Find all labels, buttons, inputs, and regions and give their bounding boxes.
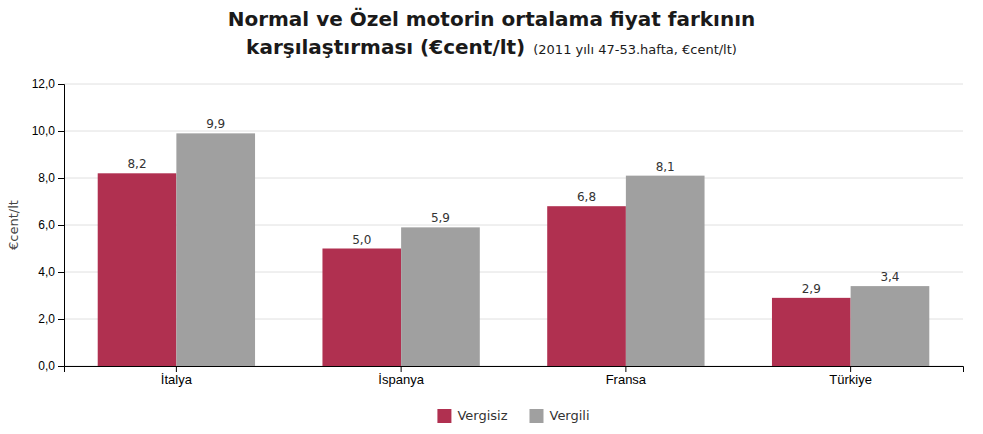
tick: Türkiye bbox=[829, 366, 872, 387]
tick-mark bbox=[401, 366, 402, 372]
data-label: 9,9 bbox=[206, 117, 225, 131]
title-group: Normal ve Özel motorin ortalama fiyat fa… bbox=[228, 7, 756, 59]
legend-label: Vergili bbox=[549, 408, 589, 423]
legend: Vergisiz Vergili bbox=[437, 408, 589, 423]
title-line: Normal ve Özel motorin ortalama fiyat fa… bbox=[228, 7, 756, 31]
tick-label: 0,0 bbox=[38, 359, 55, 373]
data-label: 8,2 bbox=[127, 157, 146, 171]
tick-mark bbox=[58, 366, 64, 367]
tick: 0,0 bbox=[38, 359, 64, 373]
tick: 12,0 bbox=[32, 77, 64, 91]
series bbox=[176, 133, 929, 366]
data-label: 2,9 bbox=[802, 282, 821, 296]
data-labels: 8,2 5,0 6,8 2,9 9,9 5,9 8,1 3,4 bbox=[127, 117, 899, 296]
bar bbox=[547, 206, 626, 366]
tick: 6,0 bbox=[38, 218, 64, 232]
bar bbox=[98, 173, 177, 366]
tick-label: 10,0 bbox=[32, 124, 56, 138]
tick-label: İspanya bbox=[378, 372, 424, 387]
tick-label: 6,0 bbox=[38, 218, 55, 232]
tick: 8,0 bbox=[38, 171, 64, 185]
bar bbox=[322, 249, 401, 367]
bars bbox=[98, 133, 930, 366]
y-axis: 0,0 2,0 4,0 6,0 8,0 10,0 12,0 bbox=[32, 77, 65, 373]
legend-item: Vergisiz bbox=[437, 408, 507, 423]
tick: 2,0 bbox=[38, 312, 64, 326]
bar bbox=[401, 227, 480, 366]
tick-label: 8,0 bbox=[38, 171, 55, 185]
title: karşılaştırması (€cent/lt) (2011 yılı 47-… bbox=[246, 35, 737, 59]
x-axis: İtalya İspanya Fransa Türkiye bbox=[65, 366, 964, 387]
grid-line bbox=[64, 131, 963, 132]
tick-label: Türkiye bbox=[829, 372, 872, 387]
tick-mark bbox=[850, 366, 851, 372]
tick-mark bbox=[625, 366, 626, 372]
bar bbox=[851, 286, 930, 366]
tick: İspanya bbox=[378, 366, 424, 387]
tick-label: İtalya bbox=[161, 372, 193, 387]
bar bbox=[176, 133, 255, 366]
legend-swatch bbox=[529, 409, 543, 423]
data-label: 8,1 bbox=[656, 160, 675, 174]
tick: 4,0 bbox=[38, 265, 64, 279]
legend-label: Vergisiz bbox=[457, 408, 507, 423]
data-label: 5,0 bbox=[352, 233, 371, 247]
data-label: 6,8 bbox=[577, 190, 596, 204]
tick: 10,0 bbox=[32, 124, 64, 138]
chart: Normal ve Özel motorin ortalama fiyat fa… bbox=[0, 0, 983, 434]
tick-label: 2,0 bbox=[38, 312, 55, 326]
plot: 8,2 5,0 6,8 2,9 9,9 5,9 8,1 3,4 0,0 2,0 4,0 6,0 8,0 1… bbox=[32, 77, 964, 387]
axis-title: €cent/lt bbox=[6, 200, 21, 250]
bar bbox=[626, 176, 705, 366]
subtitle: (2011 yılı 47-53.hafta, €cent/lt) bbox=[533, 42, 737, 57]
tick: İtalya bbox=[161, 366, 193, 387]
tick-mark bbox=[58, 319, 64, 320]
tick-mark bbox=[58, 178, 64, 179]
tick: Fransa bbox=[606, 366, 647, 387]
grid bbox=[64, 84, 963, 366]
bar bbox=[772, 298, 851, 366]
axis-line bbox=[65, 367, 964, 373]
data-label: 5,9 bbox=[431, 211, 450, 225]
tick-mark bbox=[58, 131, 64, 132]
title-line: karşılaştırması (€cent/lt) bbox=[246, 35, 525, 59]
tick-label: 12,0 bbox=[32, 77, 56, 91]
title: Normal ve Özel motorin ortalama fiyat fa… bbox=[228, 7, 756, 31]
tick-label: Fransa bbox=[606, 372, 647, 387]
tick-mark bbox=[58, 225, 64, 226]
legend-swatch bbox=[437, 409, 451, 423]
axis-line bbox=[58, 85, 65, 367]
data-label: 3,4 bbox=[880, 270, 899, 284]
tick-mark bbox=[176, 366, 177, 372]
tick-label: 4,0 bbox=[38, 265, 55, 279]
tick-mark bbox=[58, 84, 64, 85]
legend-item: Vergili bbox=[529, 408, 589, 423]
tick-mark bbox=[58, 272, 64, 273]
grid-line bbox=[64, 84, 963, 85]
